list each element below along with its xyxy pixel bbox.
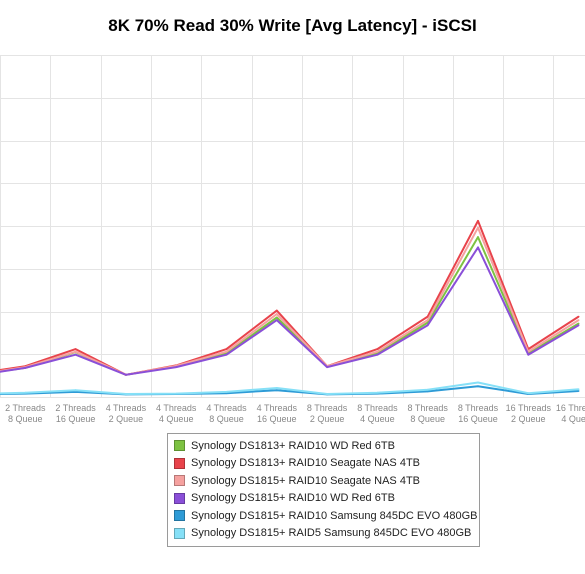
data-point bbox=[577, 315, 580, 318]
legend-swatch bbox=[174, 510, 185, 522]
legend-label: Synology DS1813+ RAID10 Seagate NAS 4TB bbox=[191, 457, 420, 470]
data-point bbox=[577, 322, 580, 325]
legend-label: Synology DS1815+ RAID10 Samsung 845DC EV… bbox=[191, 509, 478, 522]
chart-title: 8K 70% Read 30% Write [Avg Latency] - iS… bbox=[108, 16, 477, 35]
data-point bbox=[225, 353, 228, 356]
data-point bbox=[74, 353, 77, 356]
data-point bbox=[426, 319, 429, 321]
legend-swatch bbox=[174, 457, 185, 469]
x-tick-label: 2 Threads 8 Queue bbox=[5, 403, 46, 424]
legend-item: Synology DS1813+ RAID10 Seagate NAS 4TB bbox=[174, 455, 479, 473]
data-point bbox=[275, 387, 278, 389]
data-point bbox=[577, 319, 580, 321]
legend-label: Synology DS1815+ RAID10 WD Red 6TB bbox=[191, 492, 395, 505]
data-point bbox=[577, 390, 580, 392]
data-point bbox=[24, 391, 27, 394]
data-point bbox=[275, 319, 278, 321]
x-tick-label: 8 Threads 4 Queue bbox=[357, 403, 398, 424]
data-point bbox=[376, 350, 379, 353]
x-tick-label: 4 Threads 2 Queue bbox=[106, 403, 147, 424]
data-point bbox=[175, 366, 178, 368]
data-point bbox=[125, 393, 127, 395]
data-point bbox=[477, 236, 479, 239]
data-point bbox=[74, 389, 77, 392]
data-point bbox=[426, 390, 429, 393]
legend-swatch bbox=[174, 440, 185, 452]
data-point bbox=[477, 381, 479, 384]
x-tick-label: 4 Threads 4 Queue bbox=[156, 403, 197, 424]
data-point bbox=[527, 353, 530, 356]
data-point bbox=[376, 353, 379, 356]
x-tick-label: 16 Threads 2 Queue bbox=[506, 403, 552, 424]
data-point bbox=[225, 350, 228, 353]
legend-swatch bbox=[174, 475, 185, 487]
data-point bbox=[225, 348, 228, 350]
series-line-2 bbox=[0, 219, 580, 376]
legend-label: Synology DS1815+ RAID10 Seagate NAS 4TB bbox=[191, 474, 420, 487]
data-point bbox=[477, 226, 479, 229]
data-point bbox=[74, 391, 77, 393]
legend-label: Synology DS1815+ RAID5 Samsung 845DC EVO… bbox=[191, 527, 472, 540]
data-point bbox=[426, 388, 429, 391]
data-point bbox=[275, 309, 278, 312]
data-point bbox=[527, 392, 530, 395]
legend-swatch bbox=[174, 492, 185, 504]
legend-item: Synology DS1815+ RAID10 Samsung 845DC EV… bbox=[174, 507, 479, 525]
data-point bbox=[175, 392, 178, 395]
x-tick-label: 2 Threads 16 Queue bbox=[55, 403, 96, 424]
legend-item: Synology DS1815+ RAID10 Seagate NAS 4TB bbox=[174, 472, 479, 490]
data-point bbox=[376, 348, 379, 350]
legend-item: Synology DS1815+ RAID10 WD Red 6TB bbox=[174, 490, 479, 508]
data-point bbox=[326, 366, 328, 368]
x-tick-label: 8 Threads 2 Queue bbox=[307, 403, 348, 424]
series-line-3 bbox=[0, 226, 580, 376]
data-point bbox=[426, 315, 429, 318]
data-point bbox=[577, 388, 580, 391]
data-point bbox=[225, 391, 228, 393]
x-tick-label: 4 Threads 16 Queue bbox=[257, 403, 298, 424]
data-point bbox=[74, 348, 77, 350]
legend-item: Synology DS1813+ RAID10 WD Red 6TB bbox=[174, 437, 479, 455]
data-point bbox=[24, 367, 27, 369]
data-point bbox=[326, 393, 328, 395]
legend-item: Synology DS1815+ RAID5 Samsung 845DC EVO… bbox=[174, 525, 479, 543]
data-point bbox=[275, 313, 278, 315]
x-tick-label: 4 Threads 8 Queue bbox=[206, 403, 247, 424]
x-tick-label: 8 Threads 8 Queue bbox=[408, 403, 449, 424]
data-point bbox=[477, 246, 479, 249]
data-point bbox=[376, 391, 379, 394]
data-point bbox=[426, 324, 429, 327]
x-tick-label: 8 Threads 16 Queue bbox=[458, 403, 499, 424]
data-point bbox=[577, 324, 580, 327]
data-point bbox=[125, 373, 127, 376]
data-point bbox=[275, 316, 278, 319]
chart-legend: Synology DS1813+ RAID10 WD Red 6TB Synolo… bbox=[167, 433, 480, 547]
data-point bbox=[74, 350, 77, 353]
data-point bbox=[477, 220, 479, 222]
legend-label: Synology DS1813+ RAID10 WD Red 6TB bbox=[191, 439, 395, 452]
data-point bbox=[275, 389, 278, 392]
data-point bbox=[477, 385, 479, 388]
legend-swatch bbox=[174, 527, 185, 539]
